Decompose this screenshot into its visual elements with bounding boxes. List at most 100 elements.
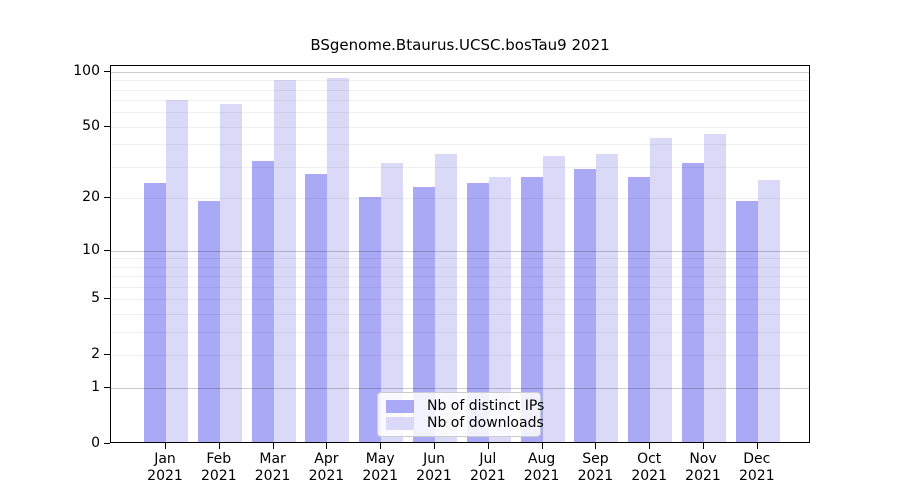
x-label-month: Nov: [689, 451, 717, 467]
y-tick-label-1: 1: [91, 379, 100, 396]
bar-downloads-may: [381, 163, 404, 442]
y-tick-50: [104, 125, 110, 127]
y-tick-5: [104, 298, 110, 300]
x-label-year: 2021: [308, 468, 345, 484]
bar-downloads-jun: [435, 153, 457, 442]
legend-swatch-distinct-ips: [386, 399, 414, 413]
y-tick-1: [104, 387, 110, 389]
gridline-minor-5: [111, 299, 809, 301]
y-tick-label-5: 5: [91, 290, 100, 307]
gridline-major-100: [111, 71, 809, 73]
gridline-minor-6: [111, 287, 809, 289]
gridline-minor-20: [111, 198, 809, 200]
bar-downloads-aug: [542, 156, 565, 442]
gridline-minor-30: [111, 166, 809, 168]
legend-swatch-downloads: [386, 416, 414, 430]
x-tick-jan: [165, 443, 166, 449]
x-label-year: 2021: [738, 468, 775, 484]
x-tick-label-jul: Jul 2021: [456, 451, 520, 485]
x-label-year: 2021: [147, 468, 183, 484]
bar-downloads-apr: [327, 78, 350, 442]
bar-distinct-ips-jan: [144, 183, 166, 442]
y-tick-2: [104, 354, 110, 356]
x-tick-sep: [595, 443, 597, 449]
x-tick-jun: [434, 443, 435, 449]
x-label-year: 2021: [416, 468, 452, 484]
legend: Nb of distinct IPs Nb of downloads: [377, 392, 545, 437]
bar-distinct-ips-jun: [413, 186, 435, 442]
x-label-year: 2021: [254, 468, 291, 484]
x-tick-apr: [326, 443, 328, 449]
gridline-minor-9: [111, 258, 809, 260]
bar-distinct-ips-sep: [574, 168, 597, 442]
bar-distinct-ips-oct: [628, 177, 651, 442]
x-tick-label-jan: Jan 2021: [133, 451, 197, 485]
x-tick-label-sep: Sep 2021: [563, 451, 627, 485]
y-tick-label-20: 20: [82, 189, 100, 206]
x-tick-label-oct: Oct 2021: [617, 451, 681, 485]
x-tick-jul: [487, 443, 489, 449]
bar-distinct-ips-dec: [735, 201, 758, 442]
legend-label-downloads: Nb of downloads: [427, 415, 544, 431]
x-tick-oct: [649, 443, 651, 449]
x-label-month: Aug: [527, 451, 556, 467]
x-label-month: Sep: [582, 451, 609, 467]
bar-distinct-ips-nov: [682, 163, 704, 442]
bar-downloads-dec: [757, 180, 780, 442]
x-tick-label-feb: Feb 2021: [187, 451, 251, 485]
y-tick-label-2: 2: [91, 346, 100, 363]
x-label-month: Jan: [154, 451, 176, 467]
x-tick-mar: [272, 443, 274, 449]
x-label-month: Mar: [259, 451, 286, 467]
gridline-major-10: [111, 250, 809, 252]
gridline-minor-7: [111, 276, 809, 278]
x-label-year: 2021: [523, 468, 560, 484]
x-tick-label-aug: Aug 2021: [510, 451, 574, 485]
gridline-minor-2: [111, 355, 809, 357]
gridline-minor-90: [111, 80, 809, 82]
gridline-minor-4: [111, 314, 809, 316]
y-tick-20: [104, 197, 110, 199]
y-tick-label-0: 0: [91, 435, 100, 451]
gridline-minor-40: [111, 144, 809, 146]
x-label-year: 2021: [200, 468, 237, 484]
x-tick-aug: [541, 443, 543, 449]
bar-distinct-ips-mar: [251, 160, 274, 442]
y-tick-10: [104, 249, 110, 251]
bar-downloads-sep: [596, 153, 619, 442]
chart-title: BSgenome.Btaurus.UCSC.bosTau9 2021: [310, 36, 610, 54]
x-tick-may: [380, 443, 382, 449]
x-label-month: Jul: [479, 451, 497, 467]
bar-downloads-mar: [273, 80, 296, 442]
x-label-month: Jun: [423, 451, 445, 467]
y-tick-label-50: 50: [82, 117, 100, 134]
gridline-minor-60: [111, 112, 809, 114]
x-label-year: 2021: [685, 468, 721, 484]
bar-downloads-oct: [650, 137, 673, 442]
x-label-year: 2021: [469, 468, 506, 484]
plot-area: [110, 65, 810, 443]
y-tick-0: [104, 443, 110, 444]
x-tick-nov: [703, 443, 704, 449]
bar-downloads-jul: [488, 177, 511, 442]
x-tick-label-apr: Apr 2021: [294, 451, 358, 485]
y-tick-label-100: 100: [73, 62, 100, 79]
bar-distinct-ips-may: [359, 197, 382, 442]
bar-downloads-feb: [219, 103, 242, 442]
x-tick-label-dec: Dec 2021: [725, 451, 789, 485]
bar-distinct-ips-aug: [520, 177, 543, 442]
x-label-year: 2021: [362, 468, 398, 484]
gridline-major-1: [111, 388, 809, 390]
bar-distinct-ips-jul: [466, 183, 489, 442]
gridline-minor-80: [111, 89, 809, 91]
x-label-month: May: [365, 451, 395, 467]
x-tick-label-mar: Mar 2021: [241, 451, 305, 485]
x-tick-feb: [218, 443, 220, 449]
x-label-month: Apr: [314, 451, 339, 467]
x-label-month: Dec: [743, 451, 771, 467]
legend-label-distinct-ips: Nb of distinct IPs: [427, 398, 545, 414]
x-label-year: 2021: [631, 468, 667, 484]
x-label-year: 2021: [577, 468, 614, 484]
bar-downloads-jan: [166, 100, 188, 442]
gridline-minor-70: [111, 100, 809, 102]
